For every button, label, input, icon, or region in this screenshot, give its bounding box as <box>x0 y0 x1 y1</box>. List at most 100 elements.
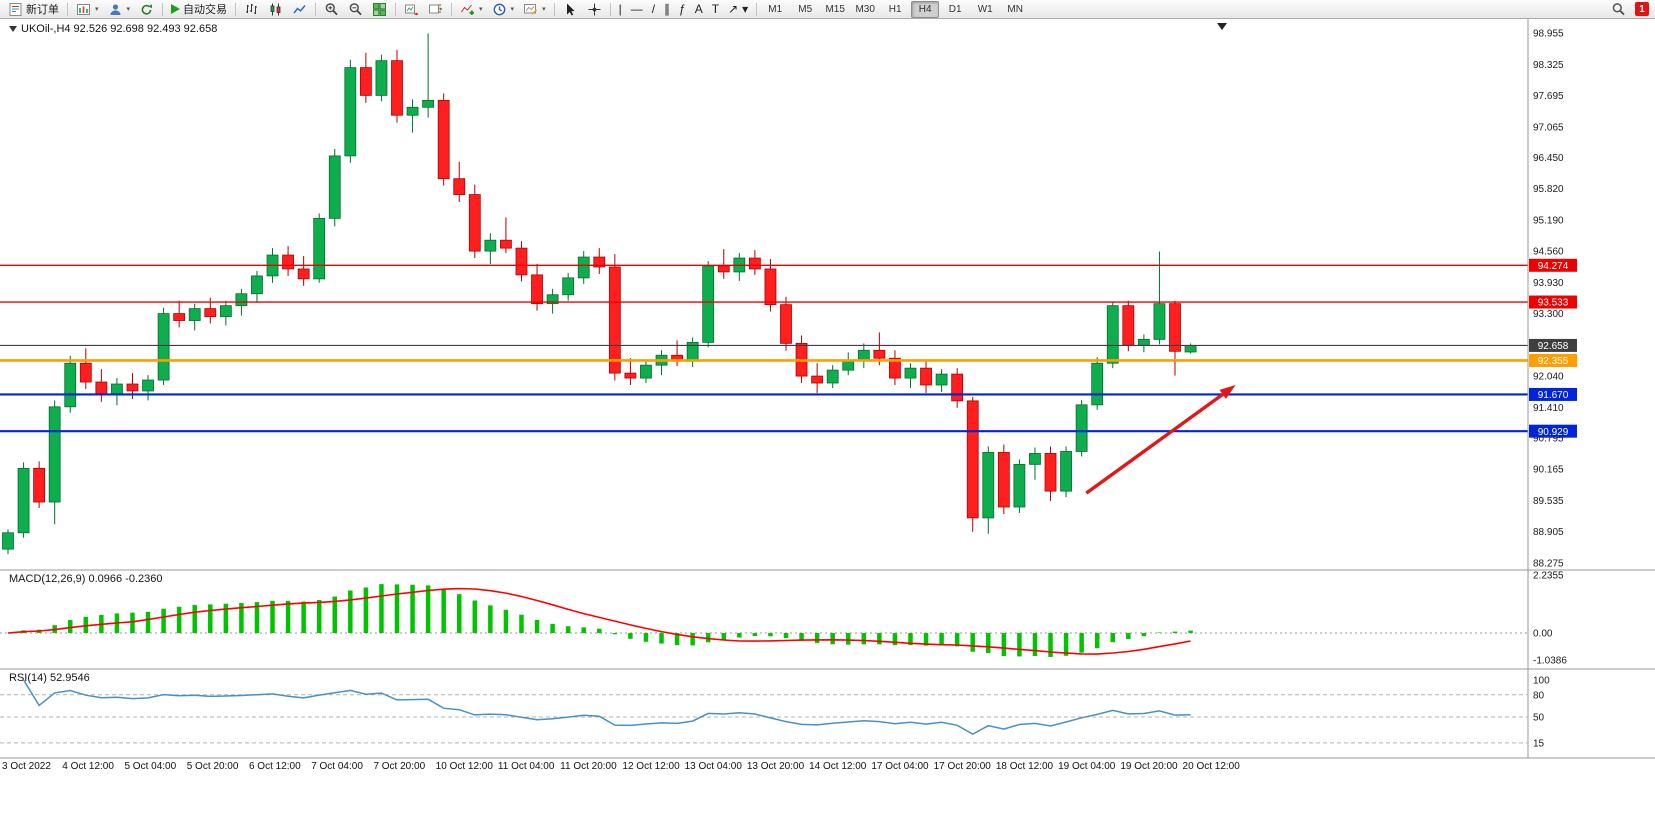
new-chart-button[interactable]: ▾ <box>72 0 103 19</box>
price-levels[interactable] <box>0 264 1528 433</box>
timeframe-m1-button[interactable]: M1 <box>768 3 783 15</box>
candle-body <box>391 60 403 116</box>
macd-header: MACD(12,26,9) 0.0966 -0.2360 <box>9 573 162 585</box>
auto-scroll-icon <box>405 4 419 15</box>
candle-body <box>2 532 14 550</box>
candle-body <box>17 467 30 534</box>
price-level-badge: 90.929 <box>1529 424 1577 438</box>
svg-text:95.820: 95.820 <box>1533 184 1564 195</box>
svg-text:90.929: 90.929 <box>1538 427 1569 438</box>
vertical-line-icon: | <box>618 1 622 16</box>
candle-body <box>375 60 388 96</box>
tool-fibonacci-button[interactable]: ƒ <box>675 0 690 19</box>
candle-body <box>904 367 917 379</box>
svg-text:96.450: 96.450 <box>1533 153 1564 164</box>
text-icon: A <box>694 1 703 16</box>
toolbar-separator <box>67 2 68 16</box>
svg-text:-1.0386: -1.0386 <box>1533 655 1567 666</box>
svg-text:10 Oct 12:00: 10 Oct 12:00 <box>436 761 494 772</box>
cursor-button[interactable] <box>559 0 582 19</box>
bar-chart-mode-button[interactable] <box>240 0 263 19</box>
candle-body <box>219 305 232 317</box>
cursor-icon <box>566 3 575 15</box>
crosshair-button[interactable] <box>583 0 606 19</box>
candle-body <box>593 256 606 268</box>
toolbar-separator <box>451 2 453 16</box>
svg-text:93.930: 93.930 <box>1533 278 1564 289</box>
svg-text:88.275: 88.275 <box>1533 558 1564 569</box>
tile-windows-button[interactable] <box>368 0 391 19</box>
candle-body <box>142 379 154 392</box>
candle-body <box>95 381 108 395</box>
candle-body <box>313 217 326 280</box>
chart-shift-button[interactable] <box>424 0 447 19</box>
svg-text:88.905: 88.905 <box>1533 527 1564 538</box>
new-order-button[interactable]: 新订单 <box>4 0 63 19</box>
zoom-out-button[interactable] <box>344 0 367 19</box>
zoom-in-button[interactable] <box>320 0 343 19</box>
search-button[interactable] <box>1607 0 1630 19</box>
svg-text:0.00: 0.00 <box>1533 629 1553 640</box>
text-label-icon: T <box>711 1 720 16</box>
svg-text:80: 80 <box>1533 690 1545 701</box>
templates-button[interactable]: ▾ <box>519 0 550 19</box>
svg-text:98.955: 98.955 <box>1533 29 1564 40</box>
periods-button[interactable]: ▾ <box>488 0 519 19</box>
candle-body <box>111 383 123 395</box>
tool-text-button[interactable]: A <box>691 0 707 19</box>
notification-badge[interactable]: 1 <box>1635 2 1649 16</box>
candlestick-mode-button[interactable] <box>264 0 287 19</box>
candle-body <box>422 99 435 108</box>
candle-body <box>173 313 186 321</box>
timeframe-m5-button[interactable]: M5 <box>798 3 813 15</box>
toolbar-separator <box>395 2 397 16</box>
zoom-out-icon <box>349 2 362 15</box>
svg-text:5 Oct 20:00: 5 Oct 20:00 <box>187 761 239 772</box>
candle-body <box>951 373 964 402</box>
line-chart-mode-button[interactable] <box>288 0 311 19</box>
svg-text:6 Oct 12:00: 6 Oct 12:00 <box>249 761 301 772</box>
timeframe-h1-button[interactable]: H1 <box>888 3 902 15</box>
timeframe-w1-button[interactable]: W1 <box>977 3 993 15</box>
candle-body <box>966 400 979 519</box>
svg-text:97.695: 97.695 <box>1533 91 1564 102</box>
candle-body <box>1091 362 1104 406</box>
tool-text-label-button[interactable]: T <box>708 0 723 19</box>
chart-symbol-header: UKOil-,H4 92.526 92.698 92.493 92.658 <box>9 23 217 35</box>
tool-horizontal-line-button[interactable]: — <box>627 0 647 19</box>
tool-equidistant-channel-button[interactable]: ∥ <box>660 0 674 19</box>
chevron-down-icon: ▾ <box>126 5 131 13</box>
tool-trendline-button[interactable]: / <box>648 0 659 19</box>
timeframe-h4-button[interactable]: H4 <box>911 0 940 18</box>
svg-text:13 Oct 04:00: 13 Oct 04:00 <box>685 761 743 772</box>
tool-arrow-tool-button[interactable]: ↗ ▾ <box>724 0 752 19</box>
indicators-button[interactable]: ▾ <box>456 0 487 19</box>
svg-text:91.670: 91.670 <box>1538 390 1569 401</box>
trend-arrow-head <box>1219 385 1236 399</box>
trend-arrow[interactable] <box>1085 389 1229 495</box>
auto-scroll-button[interactable] <box>400 0 423 19</box>
autotrading-button[interactable]: 自动交易 <box>167 0 231 19</box>
chart-symbol-ohlc: UKOil-,H4 92.526 92.698 92.493 92.658 <box>21 23 218 35</box>
candle-body <box>857 349 870 361</box>
search-icon <box>1612 2 1625 15</box>
candle-body <box>764 268 777 306</box>
timeframe-mn-button[interactable]: MN <box>1007 3 1023 15</box>
candlestick-icon <box>270 3 281 15</box>
svg-text:14 Oct 12:00: 14 Oct 12:00 <box>809 761 867 772</box>
refresh-button[interactable] <box>135 0 158 19</box>
tool-vertical-line-button[interactable]: | <box>615 0 626 19</box>
timeframe-d1-button[interactable]: D1 <box>948 3 962 15</box>
profiles-button[interactable]: ▾ <box>104 0 135 19</box>
svg-text:3 Oct 2022: 3 Oct 2022 <box>2 761 51 772</box>
timeframe-m15-button[interactable]: M15 <box>825 3 845 15</box>
candle-body <box>717 265 730 273</box>
chart-shift-marker-icon[interactable] <box>1217 23 1227 30</box>
candle-body <box>484 239 497 252</box>
candle-body <box>873 349 886 359</box>
price-level-badge: 93.533 <box>1529 295 1577 309</box>
svg-text:90.165: 90.165 <box>1533 465 1564 476</box>
svg-text:20 Oct 12:00: 20 Oct 12:00 <box>1183 761 1241 772</box>
timeframe-m30-button[interactable]: M30 <box>855 3 875 15</box>
